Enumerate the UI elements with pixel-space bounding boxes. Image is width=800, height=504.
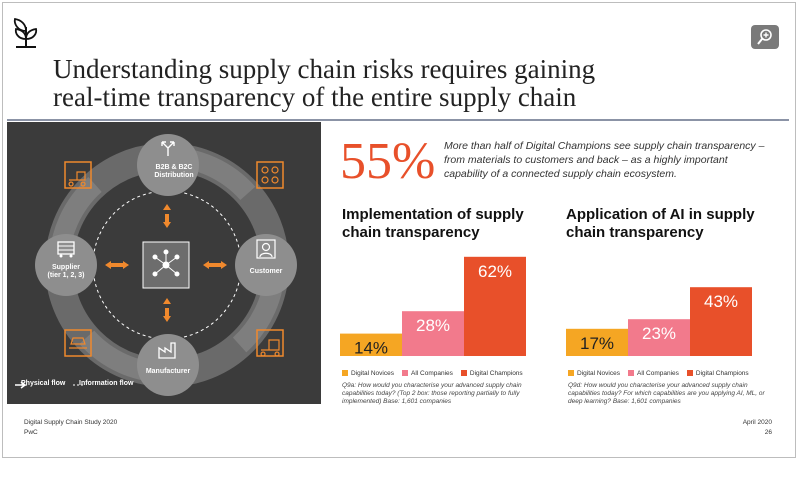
node-supplier: Supplier (tier 1, 2, 3)	[35, 234, 97, 296]
node-customer: Customer	[235, 234, 297, 296]
zoom-in-icon	[757, 29, 772, 45]
bar-value-label: 14%	[354, 339, 388, 356]
warehouse-icon	[57, 241, 75, 258]
chart-implementation-svg: 14% 28% 62%	[340, 256, 526, 358]
footer-company: PwC	[24, 429, 38, 436]
bar-value-label: 17%	[580, 334, 614, 353]
title-line-1: Understanding supply chain risks require…	[53, 54, 596, 84]
legend-physical-flow: Physical flow	[21, 380, 66, 387]
bar-digital-novices	[340, 333, 402, 356]
highlight-text: More than half of Digital Champions see …	[444, 140, 765, 180]
footer-right: April 2020 26	[732, 418, 772, 438]
legend-item-all: All Companies	[628, 370, 679, 377]
page-number: 26	[764, 429, 772, 436]
chart1-legend: Digital Novices All Companies Digital Ch…	[342, 370, 523, 377]
supplier-tier-label: (tier 1, 2, 3)	[47, 272, 85, 279]
chart-ai-application-svg: 17% 23% 43%	[566, 287, 752, 356]
split-arrows-icon	[161, 141, 175, 156]
zoom-button[interactable]	[751, 25, 779, 49]
node-label-customer: Customer	[249, 268, 283, 275]
footer-date: April 2020	[742, 419, 772, 426]
legend-item-champions: Digital Champions	[460, 370, 523, 377]
page-title: Understanding supply chain risks require…	[53, 55, 753, 111]
bar-digital-novices	[566, 328, 628, 356]
physical-flow-arrow	[15, 381, 28, 389]
person-icon	[256, 239, 276, 259]
legend-information-flow: Information flow	[79, 380, 134, 387]
factory-icon	[158, 342, 176, 359]
chart1-title: Implementation of supply chain transpare…	[342, 206, 524, 241]
node-manufacturer: Manufacturer	[137, 334, 199, 396]
bar-value-label: 62%	[478, 262, 512, 281]
chart1-note: Q9a: How would you characterise your adv…	[342, 382, 522, 405]
supplier-label: Supplier	[51, 264, 80, 271]
bar-all-companies	[628, 319, 690, 356]
chart-implementation: 14% 28% 62%	[340, 244, 540, 361]
chart2-note: Q9d: How would you characterise your adv…	[568, 382, 765, 405]
bar-digital-champions	[464, 256, 526, 356]
bar-value-label: 43%	[704, 292, 738, 311]
footer-left: Digital Supply Chain Study 2020 PwC	[24, 418, 117, 438]
footer-study: Digital Supply Chain Study 2020	[24, 419, 118, 426]
node-distribution: B2B & B2C Distribution	[137, 134, 199, 196]
chart-ai-application: 17% 23% 43%	[566, 244, 766, 361]
node-label-distribution: B2B & B2C Distribution	[154, 164, 194, 179]
bar-all-companies	[402, 311, 464, 356]
supply-chain-diagram: B2B & B2C Distribution Supplier (tier 1,…	[7, 122, 321, 404]
bar-value-label: 23%	[642, 324, 676, 343]
title-divider	[7, 119, 789, 121]
legend-item-novices: Digital Novices	[342, 370, 394, 377]
bar-value-label: 28%	[416, 316, 450, 335]
chart2-title: Application of AI in supply chain transp…	[566, 206, 755, 241]
node-label-manufacturer: Manufacturer	[145, 368, 191, 375]
plant-logo-icon	[13, 17, 38, 48]
title-line-2: real-time transparency of the entire sup…	[53, 82, 577, 112]
bar-digital-champions	[690, 287, 752, 356]
legend-item-champions: Digital Champions	[686, 370, 749, 377]
legend-item-all: All Companies	[402, 370, 453, 377]
chart2-legend: Digital Novices All Companies Digital Ch…	[568, 370, 749, 377]
node-label-supplier: Supplier (tier 1, 2, 3)	[35, 264, 97, 280]
legend-item-novices: Digital Novices	[568, 370, 620, 377]
highlight-percentage: 55%	[340, 133, 436, 190]
